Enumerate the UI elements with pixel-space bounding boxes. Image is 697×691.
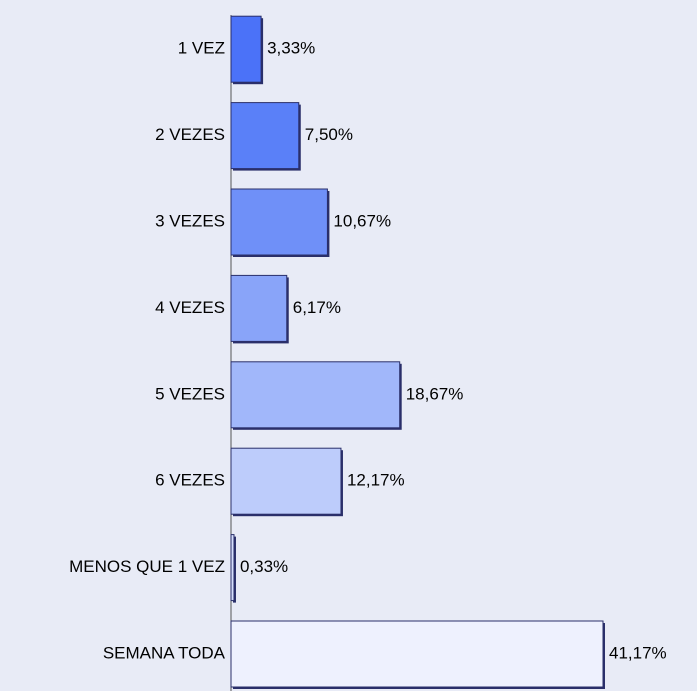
category-label: 3 VEZES	[155, 211, 225, 230]
bar-shadow	[233, 536, 236, 603]
value-label: 12,17%	[347, 471, 405, 490]
category-label: SEMANA TODA	[103, 643, 226, 662]
bar	[230, 15, 262, 83]
category-label: 2 VEZES	[155, 125, 225, 144]
value-label: 41,17%	[609, 643, 667, 662]
bar	[230, 620, 604, 688]
bar	[230, 447, 342, 515]
category-label: 6 VEZES	[155, 471, 225, 490]
value-label: 0,33%	[240, 557, 288, 576]
value-label: 7,50%	[305, 125, 353, 144]
value-label: 10,67%	[333, 211, 391, 230]
bar	[230, 102, 300, 170]
category-label: 4 VEZES	[155, 298, 225, 317]
category-label: 1 VEZ	[178, 39, 225, 58]
bar	[230, 188, 328, 256]
value-label: 18,67%	[406, 384, 464, 403]
category-label: MENOS QUE 1 VEZ	[69, 557, 225, 576]
category-label: 5 VEZES	[155, 384, 225, 403]
bar	[230, 361, 401, 429]
value-label: 3,33%	[267, 39, 315, 58]
bar	[230, 534, 235, 602]
value-label: 6,17%	[293, 298, 341, 317]
bar	[230, 274, 288, 342]
